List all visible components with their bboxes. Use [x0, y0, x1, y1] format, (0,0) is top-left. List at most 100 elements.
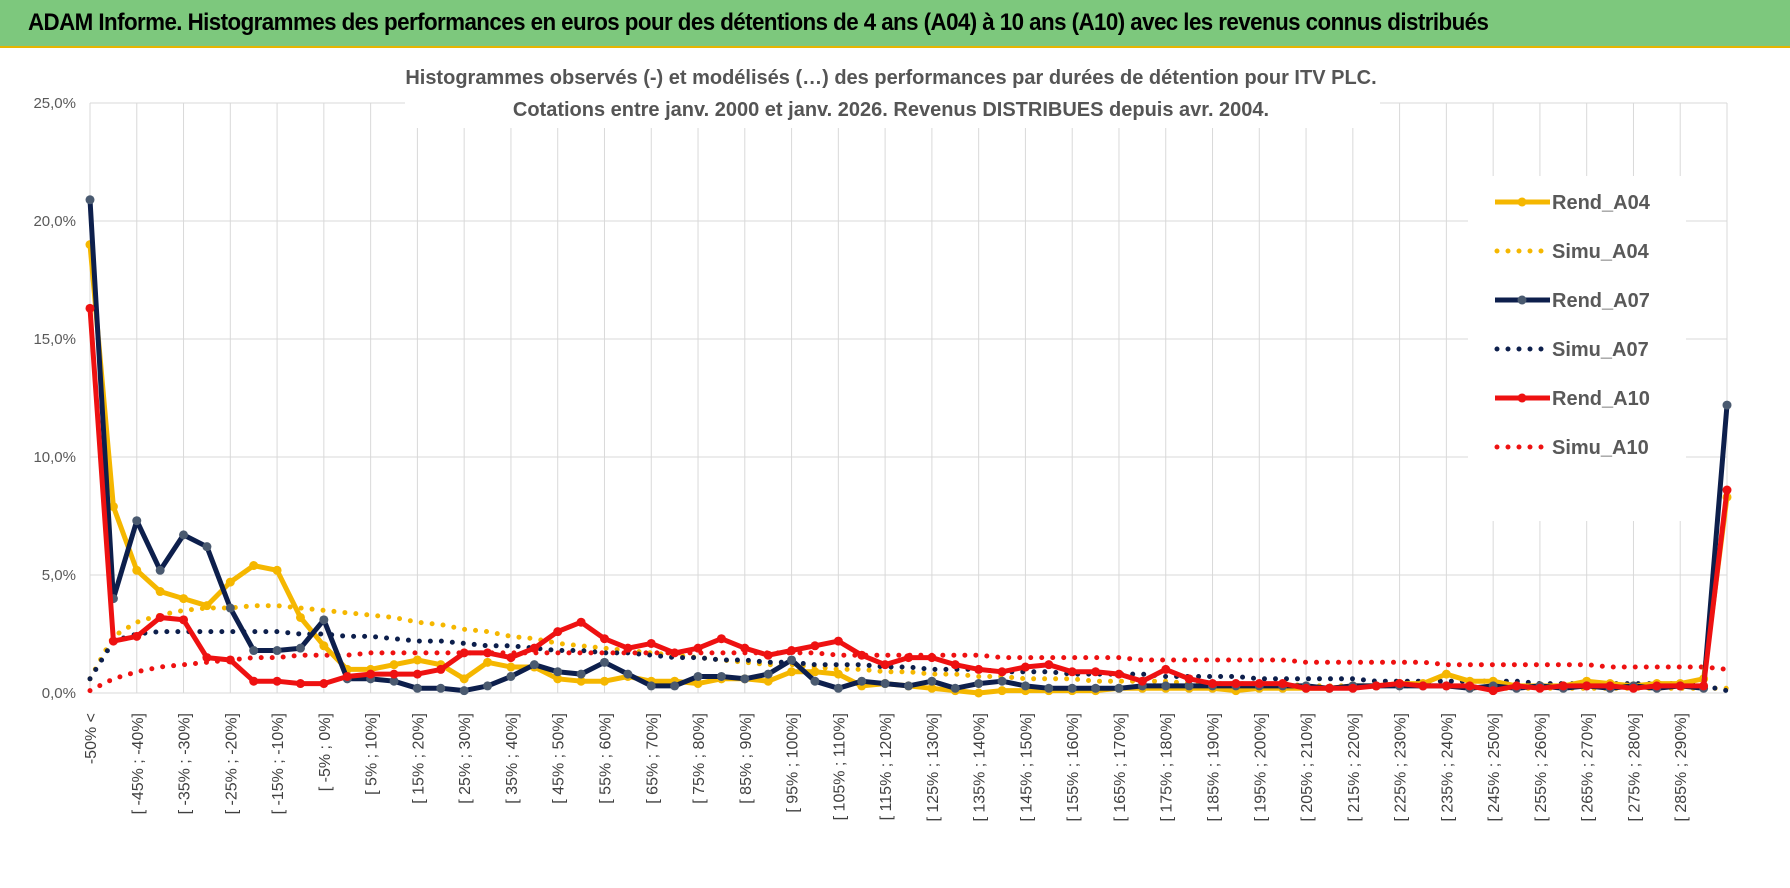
legend-label: Rend_A10	[1552, 388, 1650, 410]
data-point	[366, 669, 376, 679]
x-tick-label: [ 185% ; 190%]	[1206, 713, 1223, 822]
data-point	[459, 648, 469, 658]
y-tick-label: 20,0%	[33, 213, 76, 230]
data-point	[85, 303, 95, 313]
legend-background	[1468, 176, 1686, 521]
x-tick-label: [ 165% ; 170%]	[1112, 713, 1129, 822]
y-tick-label: 0,0%	[42, 685, 76, 702]
data-point	[1465, 681, 1475, 691]
data-point	[833, 669, 843, 679]
data-point	[319, 641, 329, 651]
x-tick-label: [ 245% ; 250%]	[1486, 713, 1503, 822]
data-point	[1161, 681, 1171, 691]
legend-marker	[1517, 295, 1527, 305]
x-tick-label: [ 65% ; 70%]	[644, 713, 661, 804]
data-point	[623, 643, 633, 653]
y-tick-label: 25,0%	[33, 95, 76, 112]
data-point	[272, 646, 282, 656]
data-point	[810, 641, 820, 651]
data-point	[997, 667, 1007, 677]
data-point	[1441, 681, 1451, 691]
data-point	[787, 667, 797, 677]
x-tick-label: [ 45% ; 50%]	[551, 713, 568, 804]
data-point	[974, 679, 984, 689]
x-tick-label: [ 5% ; 10%]	[364, 713, 381, 795]
data-point	[249, 646, 259, 656]
data-point	[974, 688, 984, 698]
x-tick-label: [ -45% ; -40%]	[130, 713, 147, 814]
data-point	[670, 648, 680, 658]
data-point	[670, 681, 680, 691]
data-point	[225, 603, 235, 613]
data-point	[436, 683, 446, 693]
data-point	[833, 683, 843, 693]
data-point	[202, 653, 212, 663]
data-point	[272, 565, 282, 575]
data-point	[1652, 681, 1662, 691]
x-tick-label: -50% <	[83, 713, 100, 764]
x-tick-label: [ 95% ; 100%]	[785, 713, 802, 813]
data-point	[763, 669, 773, 679]
data-point	[1161, 664, 1171, 674]
x-tick-label: [ 225% ; 230%]	[1393, 713, 1410, 822]
legend-label: Simu_A07	[1552, 339, 1649, 361]
data-point	[1184, 681, 1194, 691]
data-point	[132, 516, 142, 526]
data-point	[1324, 683, 1334, 693]
series-line	[87, 629, 1730, 694]
data-point	[506, 653, 516, 663]
report-title: ADAM Informe. Histogrammes des performan…	[28, 9, 1489, 36]
data-point	[1020, 662, 1030, 672]
data-point	[483, 657, 493, 667]
data-point	[1044, 683, 1054, 693]
data-point	[459, 674, 469, 684]
data-point	[389, 660, 399, 670]
data-point	[249, 561, 259, 571]
data-point	[927, 676, 937, 686]
data-point	[1605, 681, 1615, 691]
data-point	[740, 674, 750, 684]
data-point	[179, 594, 189, 604]
data-point	[319, 679, 329, 689]
data-point	[693, 671, 703, 681]
x-tick-label: [ 25% ; 30%]	[457, 713, 474, 804]
data-point	[1512, 681, 1522, 691]
data-point	[1301, 683, 1311, 693]
data-point	[927, 653, 937, 663]
y-tick-label: 15,0%	[33, 331, 76, 348]
legend-marker	[1517, 393, 1527, 403]
data-point	[950, 683, 960, 693]
data-point	[576, 617, 586, 627]
data-point	[295, 612, 305, 622]
legend-item: Simu_A07	[1494, 339, 1649, 361]
x-tick-label: [ -25% ; -20%]	[223, 713, 240, 814]
x-tick-label: [ -15% ; -10%]	[270, 713, 287, 814]
data-point	[1558, 681, 1568, 691]
y-tick-label: 5,0%	[42, 567, 76, 584]
data-point	[389, 676, 399, 686]
data-point	[412, 683, 422, 693]
data-point	[1722, 400, 1732, 410]
legend-item: Simu_A10	[1494, 437, 1649, 459]
chart-title-background	[405, 60, 1380, 128]
data-point	[763, 676, 773, 686]
data-point	[576, 669, 586, 679]
data-point	[553, 667, 563, 677]
x-tick-label: [ 35% ; 40%]	[504, 713, 521, 804]
data-point	[1091, 667, 1101, 677]
x-tick-label: [ 105% ; 110%]	[831, 713, 848, 820]
data-point	[1699, 681, 1709, 691]
data-point	[1067, 683, 1077, 693]
data-point	[693, 643, 703, 653]
data-point	[179, 615, 189, 625]
x-tick-label: [ 145% ; 150%]	[1018, 713, 1035, 822]
data-point	[295, 679, 305, 689]
data-point	[810, 676, 820, 686]
data-point	[553, 674, 563, 684]
data-point	[506, 662, 516, 672]
x-tick-label: [ 215% ; 220%]	[1346, 713, 1363, 822]
legend-label: Rend_A04	[1552, 192, 1651, 214]
data-point	[763, 650, 773, 660]
data-point	[179, 530, 189, 540]
x-tick-label: [ 155% ; 160%]	[1065, 713, 1082, 822]
